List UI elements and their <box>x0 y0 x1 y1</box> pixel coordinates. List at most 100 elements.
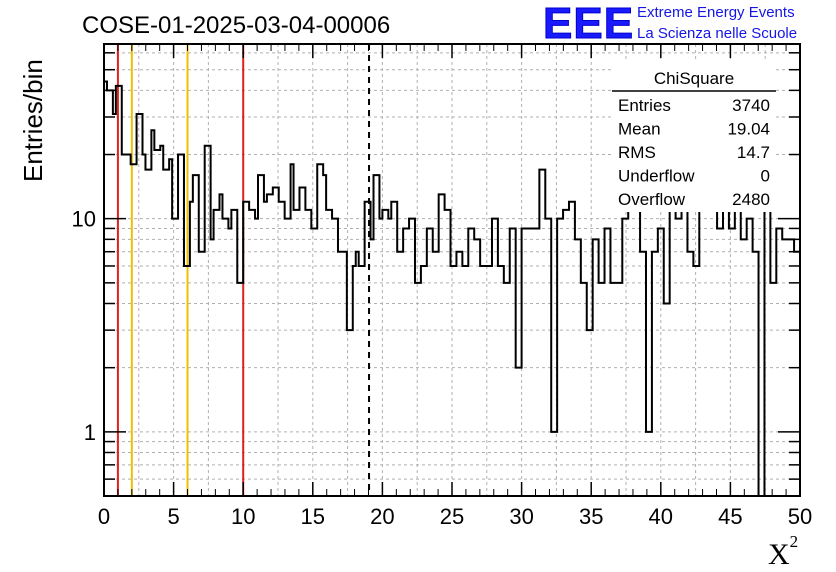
histogram-bin <box>610 283 613 496</box>
histogram-bin <box>382 210 385 496</box>
stats-row-value: 3740 <box>732 96 770 115</box>
histogram-bin <box>649 432 652 496</box>
x-tick-label: 10 <box>231 504 255 529</box>
histogram-bin <box>320 164 323 496</box>
histogram-bin <box>637 188 640 496</box>
histogram-bin <box>255 219 258 496</box>
histogram-bin <box>368 202 371 496</box>
histogram-bin <box>756 252 759 496</box>
x-axis-label-text: X <box>768 538 790 571</box>
histogram-bin <box>430 228 433 496</box>
histogram-bin <box>379 219 382 496</box>
stats-row-label: Entries <box>618 96 671 115</box>
histogram-bin <box>193 175 196 496</box>
axis-ticks: 0 5 10 15 20 25 30 35 40 45 50 1 10 <box>72 44 812 529</box>
x-tick-label: 40 <box>649 504 673 529</box>
y-tick-label: 1 <box>84 420 96 445</box>
stats-background <box>612 60 776 212</box>
histogram-bin <box>495 219 498 496</box>
histogram-bin <box>356 252 359 496</box>
logo-line-2: La Scienza nelle Scuole <box>637 25 798 42</box>
histogram-bin <box>424 266 427 496</box>
histogram-bin <box>729 228 732 496</box>
histogram-bin <box>584 283 587 496</box>
histogram-bin <box>211 239 214 496</box>
histogram-bin <box>536 228 539 496</box>
histogram-bin <box>243 202 246 496</box>
histogram-bin <box>575 239 578 496</box>
histogram-bin <box>477 239 480 496</box>
histogram-bin <box>329 210 332 496</box>
histogram-bin <box>554 432 557 496</box>
histogram-bin <box>634 188 637 496</box>
histogram-bin <box>714 194 717 496</box>
histogram-bin <box>285 219 288 496</box>
histogram-bin <box>166 170 169 496</box>
histogram-bin <box>397 252 400 496</box>
histogram-bin <box>332 219 335 496</box>
histogram-bin <box>501 266 504 496</box>
histogram-bin <box>282 202 285 496</box>
histogram-bin <box>208 146 211 496</box>
histogram-bin <box>676 219 679 496</box>
histogram-series <box>104 80 800 497</box>
histogram-bin <box>661 228 664 496</box>
stats-row-value: 0 <box>761 167 770 186</box>
histogram-bin <box>231 210 234 496</box>
histogram-bin <box>294 210 297 496</box>
histogram-bin <box>690 252 693 496</box>
histogram-bin <box>453 266 456 496</box>
x-tick-label: 15 <box>301 504 325 529</box>
histogram-bin <box>110 90 113 496</box>
histogram-bin <box>773 283 776 496</box>
histogram-bin <box>578 239 581 496</box>
grid-lines <box>104 44 800 496</box>
histogram-bin <box>569 202 572 496</box>
histogram-bin <box>794 252 797 496</box>
histogram-bin <box>279 202 282 496</box>
histogram-bin <box>113 114 116 496</box>
histogram-bin <box>154 150 157 496</box>
histogram-bin <box>542 170 545 496</box>
histogram-bin <box>172 219 175 496</box>
histogram-bin <box>385 210 388 496</box>
histogram-bin <box>628 202 631 496</box>
stats-row-label: Mean <box>618 120 661 139</box>
x-tick-label: 5 <box>167 504 179 529</box>
histogram-bin <box>246 202 249 496</box>
histogram-bin <box>720 228 723 496</box>
histogram-bin <box>181 155 184 496</box>
histogram-bin <box>252 210 255 496</box>
histogram-bin <box>779 228 782 496</box>
histogram-bin <box>566 210 569 496</box>
histogram-bin <box>406 228 409 496</box>
histogram-bin <box>530 228 533 496</box>
histogram-bin <box>314 228 317 496</box>
histogram-bin <box>670 210 673 496</box>
histogram-bin <box>365 202 368 496</box>
histogram-bin <box>696 266 699 496</box>
x-tick-label: 0 <box>98 504 110 529</box>
histogram-bin <box>163 170 166 496</box>
histogram-bin <box>276 188 279 496</box>
histogram-bin <box>462 266 465 496</box>
histogram-bin <box>335 219 338 496</box>
histogram-bin <box>311 228 314 496</box>
x-tick-label: 30 <box>509 504 533 529</box>
histogram-bin <box>134 164 137 496</box>
histogram-bin <box>607 228 610 496</box>
histogram-bin <box>735 210 738 496</box>
x-tick-label: 45 <box>718 504 742 529</box>
histogram-bin <box>658 228 661 496</box>
histogram-bin <box>151 130 154 496</box>
stats-box: ChiSquare Entries 3740 Mean 19.04 RMS 14.7 Unde… <box>612 60 776 212</box>
histogram-bin <box>376 175 379 496</box>
histogram-step-line <box>104 80 800 497</box>
histogram-bin <box>433 252 436 496</box>
histogram-bin <box>308 210 311 496</box>
histogram-bin <box>175 219 178 496</box>
histogram-bin <box>667 304 670 496</box>
histogram-bin <box>451 266 454 496</box>
histogram-bin <box>119 86 122 496</box>
